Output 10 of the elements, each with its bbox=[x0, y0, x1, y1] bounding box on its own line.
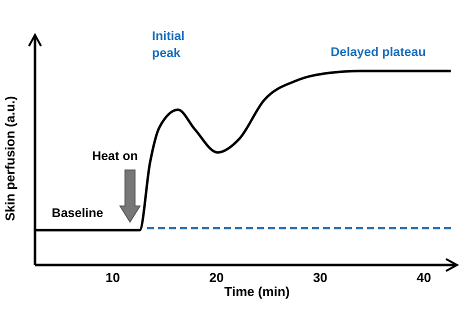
x-tick-label: 20 bbox=[209, 270, 224, 286]
x-axis-title: Time (min) bbox=[224, 284, 290, 300]
y-axis-title: Skin perfusion (a.u.) bbox=[2, 96, 18, 221]
annotation: Baseline bbox=[52, 205, 104, 222]
x-tick-label: 10 bbox=[106, 270, 120, 286]
x-tick-label: 30 bbox=[312, 270, 328, 286]
annotation: Heat on bbox=[92, 148, 138, 165]
text: Initial peak bbox=[152, 28, 186, 62]
x-tick-label: 40 bbox=[416, 270, 432, 286]
annotation: Delayed plateau bbox=[330, 44, 426, 61]
